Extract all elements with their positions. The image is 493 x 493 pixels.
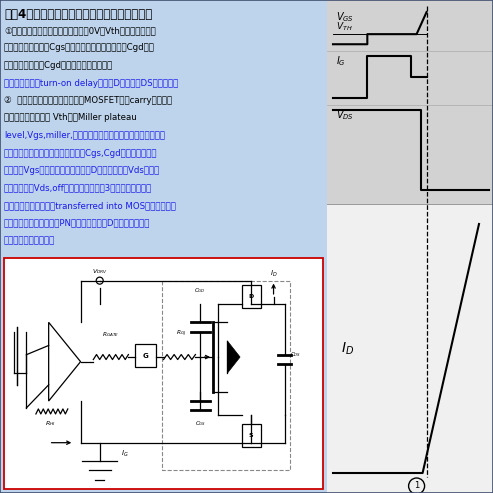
Polygon shape bbox=[227, 341, 240, 373]
Bar bbox=[0, 0, 327, 493]
Bar bbox=[4, 257, 323, 489]
Text: $I_D$: $I_D$ bbox=[341, 340, 354, 357]
Bar bbox=[135, 344, 155, 367]
Text: $C_{DS}$: $C_{DS}$ bbox=[289, 351, 301, 359]
Text: $R_{HI}$: $R_{HI}$ bbox=[45, 420, 56, 428]
Text: 解。直到所有的电流袯transferred into MOS，二极管完全: 解。直到所有的电流袯transferred into MOS，二极管完全 bbox=[4, 201, 176, 210]
Text: $V_{TH}$: $V_{TH}$ bbox=[336, 21, 352, 33]
Text: ①在第一阶段，输入电容被充电，从0V到Vth。此阶段内，大: ①在第一阶段，输入电容被充电，从0V到Vth。此阶段内，大 bbox=[4, 26, 156, 35]
Bar bbox=[327, 0, 493, 204]
Text: 电压成比例。在门极这边，电流流进Cgs,Cgd电容，象第一阶: 电压成比例。在门极这边，电流流进Cgs,Cgd电容，象第一阶 bbox=[4, 148, 157, 157]
Text: 关断能够完全阻断穿过其PN结的反向电压，D极电压会一直保: 关断能够完全阻断穿过其PN结的反向电压，D极电压会一直保 bbox=[4, 218, 150, 227]
Text: $V_{DRV}$: $V_{DRV}$ bbox=[92, 267, 107, 276]
Text: S: S bbox=[249, 433, 253, 438]
Text: 如图4所示，开通过程可以分为以下四个阶段。: 如图4所示，开通过程可以分为以下四个阶段。 bbox=[4, 8, 152, 21]
Text: $V_{GS}$: $V_{GS}$ bbox=[336, 10, 354, 24]
Text: $R_{GJ}$: $R_{GJ}$ bbox=[176, 328, 186, 339]
Text: D: D bbox=[248, 294, 254, 299]
Text: level,Vgs,miller,此阶段为器件的线性工作区，电流与门极: level,Vgs,miller,此阶段为器件的线性工作区，电流与门极 bbox=[4, 131, 165, 140]
Bar bbox=[327, 204, 493, 493]
Bar bbox=[162, 281, 289, 470]
Text: G: G bbox=[142, 353, 148, 359]
Text: ②  一旦门极被充电到门槛电压，MOSFET开始carry电流。第: ② 一旦门极被充电到门槛电压，MOSFET开始carry电流。第 bbox=[4, 96, 172, 105]
Polygon shape bbox=[49, 322, 80, 401]
Text: $C_{GD}$: $C_{GD}$ bbox=[194, 286, 206, 295]
Text: $I_G$: $I_G$ bbox=[121, 449, 129, 459]
Text: 部分门极电流充电到Cgs电容。小部分电流也会流过Cgd。当: 部分门极电流充电到Cgs电容。小部分电流也会流过Cgd。当 bbox=[4, 43, 155, 52]
Text: 门极电压增长时，Cgd上电压会轻微地减小。: 门极电压增长时，Cgd上电压会轻微地减小。 bbox=[4, 61, 113, 70]
Text: $I_D$: $I_D$ bbox=[270, 269, 278, 279]
Bar bbox=[242, 424, 261, 447]
Text: 以前的水平（Vds,off）。这可以通过图3所示原理图进行理: 以前的水平（Vds,off）。这可以通过图3所示原理图进行理 bbox=[4, 183, 152, 192]
Text: 这个阶段被称为turn-on delay，因为D极电流和DS电压不变。: 这个阶段被称为turn-on delay，因为D极电流和DS电压不变。 bbox=[4, 78, 178, 87]
Text: $C_{GS}$: $C_{GS}$ bbox=[195, 420, 206, 428]
Text: $R_{GATE}$: $R_{GATE}$ bbox=[102, 330, 119, 339]
Text: $V_{DS}$: $V_{DS}$ bbox=[336, 108, 354, 122]
Text: $I_G$: $I_G$ bbox=[336, 54, 346, 68]
Text: 持在输出电压水平上。: 持在输出电压水平上。 bbox=[4, 236, 55, 245]
Text: 二个阶段门极电压从 Vth到辺Miller plateau: 二个阶段门极电压从 Vth到辺Miller plateau bbox=[4, 113, 137, 122]
Text: 段一样，Vgs电压上升。在输出端，D极电流上升，Vds保持在: 段一样，Vgs电压上升。在输出端，D极电流上升，Vds保持在 bbox=[4, 166, 160, 175]
Bar bbox=[242, 285, 261, 309]
Text: 1: 1 bbox=[414, 482, 419, 491]
